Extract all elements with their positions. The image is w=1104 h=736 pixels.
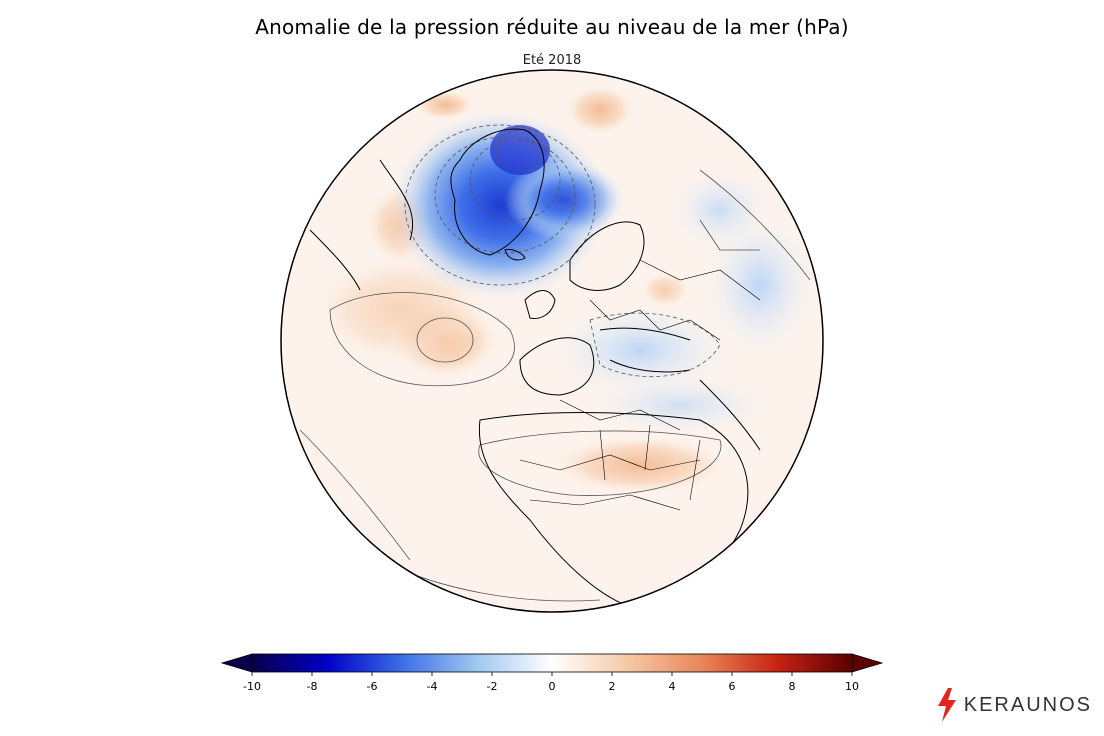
colorbar-max-extend-arrow bbox=[851, 653, 884, 673]
colorbar-ticks: -10 -8 -6 -4 -2 0 2 4 6 8 10 bbox=[243, 672, 859, 693]
colorbar-min-extend-arrow bbox=[220, 653, 253, 673]
greenland-coast bbox=[450, 128, 545, 256]
uk-coast bbox=[524, 290, 556, 319]
colorbar-tick-label: 8 bbox=[789, 680, 796, 693]
colorbar-tick-label: -4 bbox=[427, 680, 438, 693]
mediterranean-negative-anomaly bbox=[585, 375, 775, 435]
keraunos-logo: KERAUNOS bbox=[936, 688, 1092, 722]
colorbar-tick-label: 0 bbox=[549, 680, 556, 693]
iberia-coast bbox=[519, 337, 595, 396]
arctic-positive-anomaly bbox=[565, 85, 635, 135]
colorbar-tick-label: -6 bbox=[367, 680, 378, 693]
colorbar-tick-label: -2 bbox=[487, 680, 498, 693]
canada-coast bbox=[379, 159, 414, 241]
middle-east-coast bbox=[699, 379, 761, 451]
country-borders bbox=[519, 219, 761, 511]
colorbar-bar bbox=[251, 653, 853, 673]
colorbar-tick-label: 10 bbox=[845, 680, 859, 693]
greenland-low-anomaly bbox=[390, 110, 610, 300]
mediterranean-coast bbox=[599, 327, 691, 373]
map-subtitle: Eté 2018 bbox=[522, 53, 582, 68]
scandinavia-coast bbox=[569, 221, 645, 291]
colorbar-tick-label: 2 bbox=[609, 680, 616, 693]
america-coast bbox=[309, 229, 361, 291]
brand-name: KERAUNOS bbox=[963, 693, 1092, 716]
colorbar-tick-label: -10 bbox=[243, 680, 261, 693]
scandinavia-positive-anomaly bbox=[640, 272, 690, 308]
europe-negative-anomaly bbox=[550, 305, 730, 395]
colorbar-tick-label: 6 bbox=[729, 680, 736, 693]
globe-outline bbox=[280, 69, 824, 613]
greenland-low-lobe bbox=[505, 160, 625, 240]
colorbar-tick-label: -8 bbox=[307, 680, 318, 693]
map-title: Anomalie de la pression réduite au nivea… bbox=[255, 15, 849, 39]
colorbar-tick-label: 4 bbox=[669, 680, 676, 693]
lightning-bolt-icon bbox=[937, 688, 956, 722]
barents-negative-anomaly bbox=[670, 170, 770, 250]
iceland-coast bbox=[504, 249, 526, 261]
